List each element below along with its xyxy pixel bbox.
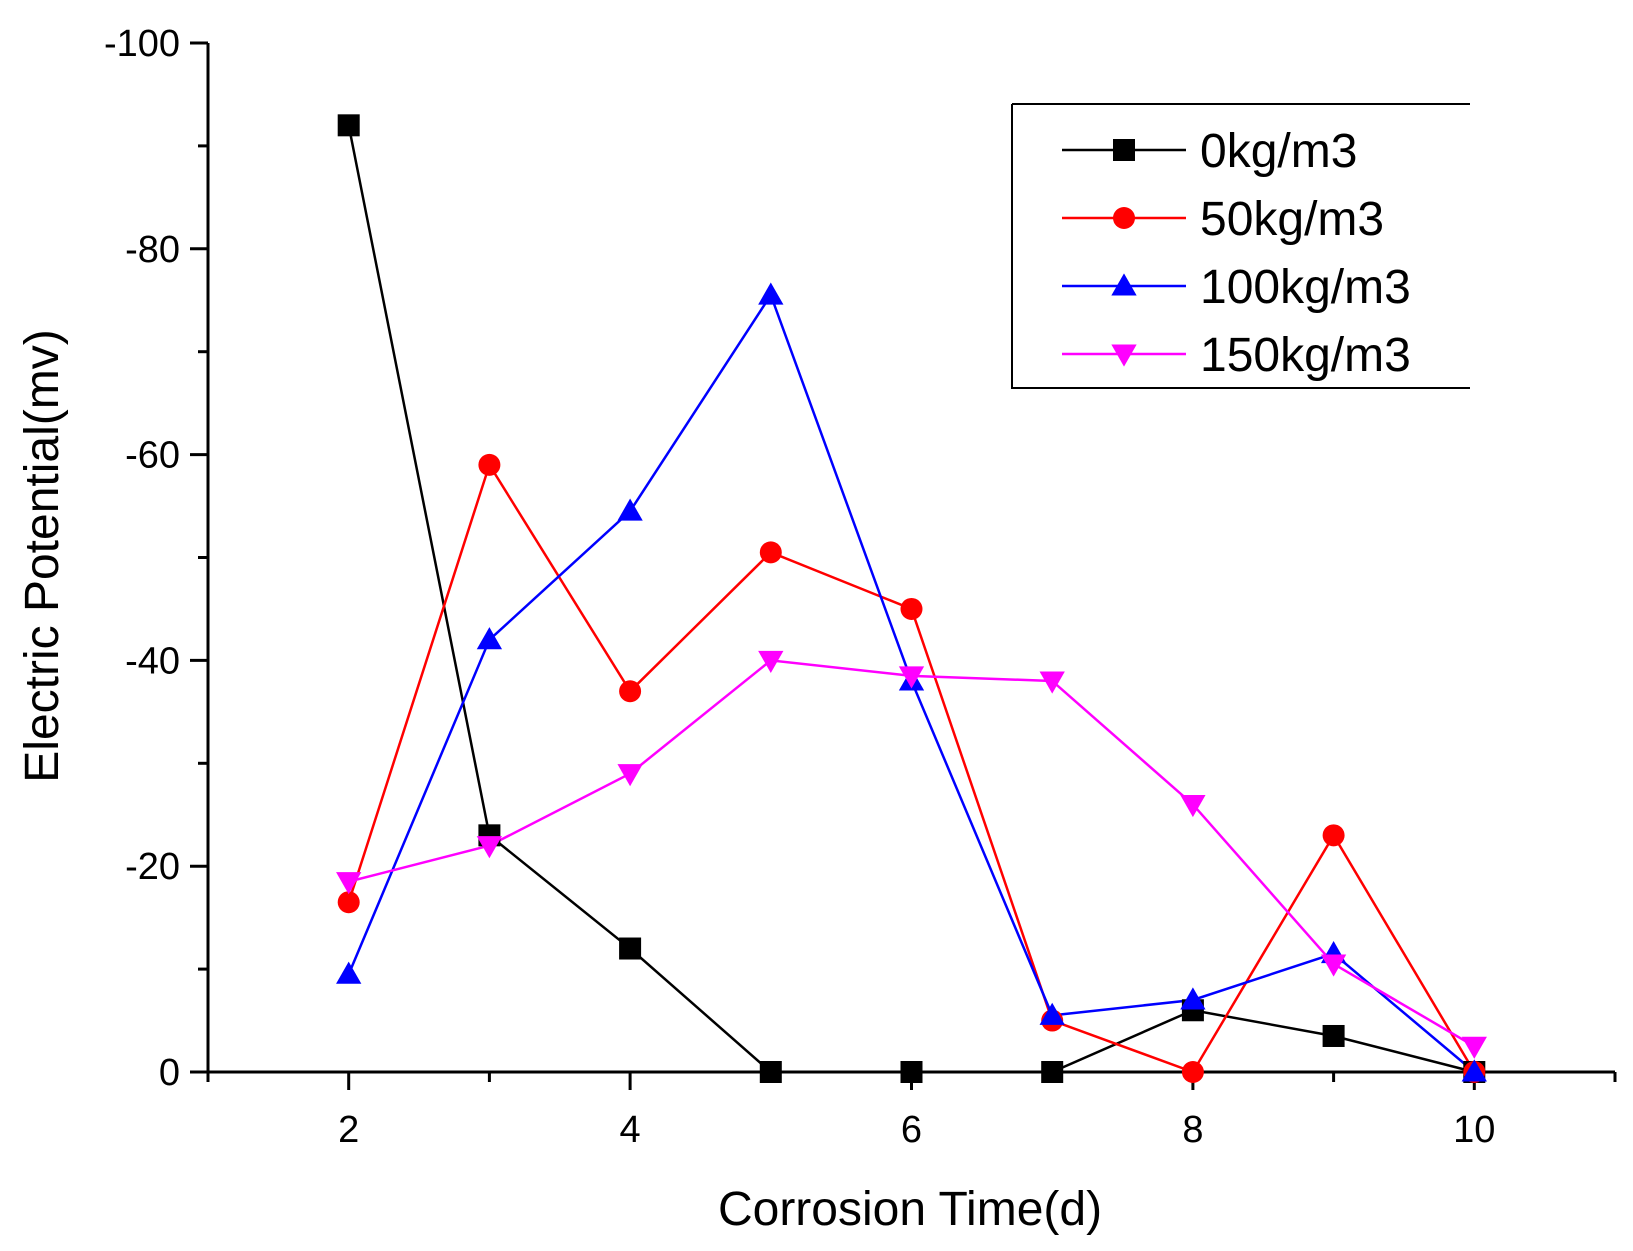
series-line-150kg/m3 [348,659,1475,1048]
data-point-0kg/m3 [1041,1061,1064,1083]
legend: 0kg/m3 50kg/m3 100kg/m3 150kg/m3 [1011,103,1470,389]
data-point-100kg/m3 [617,498,643,521]
data-point-50kg/m3 [478,453,501,476]
data-point-50kg/m3 [337,891,360,914]
data-point-100kg/m3 [336,961,362,984]
legend-label: 0kg/m3 [1200,125,1357,178]
data-point-100kg/m3 [1039,1002,1065,1025]
data-point-0kg/m3 [759,1061,782,1083]
data-point-0kg/m3 [900,1061,923,1083]
data-point-150kg/m3 [1180,794,1206,818]
data-point-150kg/m3 [617,764,643,787]
data-point-50kg/m3 [759,541,782,564]
legend-frame [1011,103,1470,389]
legend-label: 50kg/m3 [1200,193,1384,246]
data-point-150kg/m3 [898,666,925,689]
y-tick-label: -60 [125,435,180,477]
x-tick-label: 6 [901,1109,922,1151]
data-point-50kg/m3 [900,597,923,620]
x-tick-label: 4 [620,1109,641,1151]
data-point-100kg/m3 [1461,1059,1487,1082]
data-point-0kg/m3 [1322,1024,1345,1047]
x-axis-ticks: 2 4 6 8 10 [206,1072,1617,1151]
y-tick-label: 0 [159,1052,180,1094]
legend-marker-150kg/m3 [1111,344,1137,367]
data-point-0kg/m3 [619,937,642,960]
data-point-50kg/m3 [1181,1061,1204,1083]
x-tick-label: 8 [1182,1109,1203,1151]
legend-marker-50kg/m3 [1113,207,1135,229]
data-point-150kg/m3 [1461,1036,1487,1059]
legend-marker-100kg/m3 [1111,273,1137,296]
y-tick-label: -100 [104,23,180,65]
legend-label: 100kg/m3 [1200,261,1411,314]
data-point-150kg/m3 [476,836,503,859]
x-axis-title: Corrosion Time(d) [718,1183,1102,1236]
x-tick-label: 2 [338,1109,359,1151]
legend-label: 150kg/m3 [1200,329,1411,382]
data-point-100kg/m3 [1180,987,1206,1010]
data-point-50kg/m3 [1322,824,1345,847]
axes [206,43,1615,1074]
data-point-150kg/m3 [1039,671,1065,694]
data-point-100kg/m3 [476,627,503,650]
data-point-150kg/m3 [1320,954,1347,977]
y-tick-label: -80 [125,229,180,271]
data-point-150kg/m3 [758,650,784,674]
x-tick-label: 10 [1453,1109,1495,1151]
data-point-150kg/m3 [336,872,362,895]
y-axis-title: Electric Potential(mv) [16,329,69,782]
series-line-50kg/m3 [347,461,1476,1074]
data-point-50kg/m3 [619,680,642,703]
series-markers [336,114,1487,1083]
y-axis-ticks: 0 -20 -40 -60 -80 -100 [104,23,208,1094]
legend-marker-0kg/m3 [1113,139,1135,161]
data-point-0kg/m3 [337,114,360,137]
y-tick-label: -40 [125,640,180,682]
y-tick-label: -20 [125,846,180,888]
data-point-100kg/m3 [758,282,784,305]
